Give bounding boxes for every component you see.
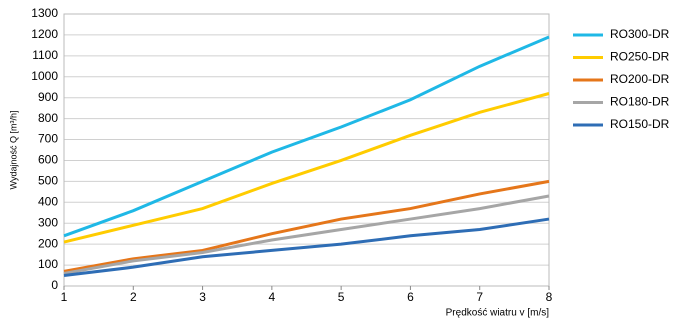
- legend-label: RO200-DR: [610, 72, 670, 86]
- series-line: [63, 217, 550, 278]
- y-tick-label: 800: [38, 111, 58, 125]
- y-tick-label: 500: [38, 174, 58, 188]
- x-tick-label: 1: [61, 290, 68, 304]
- y-tick-label: 0: [51, 278, 58, 292]
- y-tick-label: 300: [38, 215, 58, 229]
- y-tick-label: 200: [38, 236, 58, 250]
- x-tick-label: 3: [199, 290, 206, 304]
- y-tick-label: 1200: [31, 27, 58, 41]
- series-line: [63, 194, 550, 275]
- x-tick-label: 8: [546, 290, 553, 304]
- y-tick-label: 600: [38, 153, 58, 167]
- x-tick-label: 5: [338, 290, 345, 304]
- y-tick-label: 900: [38, 90, 58, 104]
- legend-label: RO300-DR: [610, 27, 670, 41]
- series-line: [63, 35, 550, 238]
- y-tick-label: 400: [38, 194, 58, 208]
- y-tick-label: 1100: [32, 48, 58, 62]
- legend-label: RO250-DR: [610, 50, 670, 64]
- series-line: [63, 179, 550, 273]
- y-tick-label: 100: [38, 257, 58, 271]
- y-tick-label: 1300: [31, 6, 58, 20]
- y-axis-label: Wydajność Q [m³/h]: [8, 111, 18, 190]
- x-axis-label: Prędkość wiatru v [m/s]: [446, 308, 550, 319]
- x-tick-label: 7: [476, 290, 483, 304]
- legend-label: RO180-DR: [610, 95, 670, 109]
- y-tick-label: 1000: [31, 69, 58, 83]
- legend-label: RO150-DR: [610, 117, 670, 131]
- y-tick-label: 700: [38, 132, 58, 146]
- x-tick-label: 4: [269, 290, 276, 304]
- plot-frame: [63, 13, 550, 287]
- x-tick-label: 2: [130, 290, 137, 304]
- x-tick-label: 6: [407, 290, 414, 304]
- series-line: [63, 92, 550, 244]
